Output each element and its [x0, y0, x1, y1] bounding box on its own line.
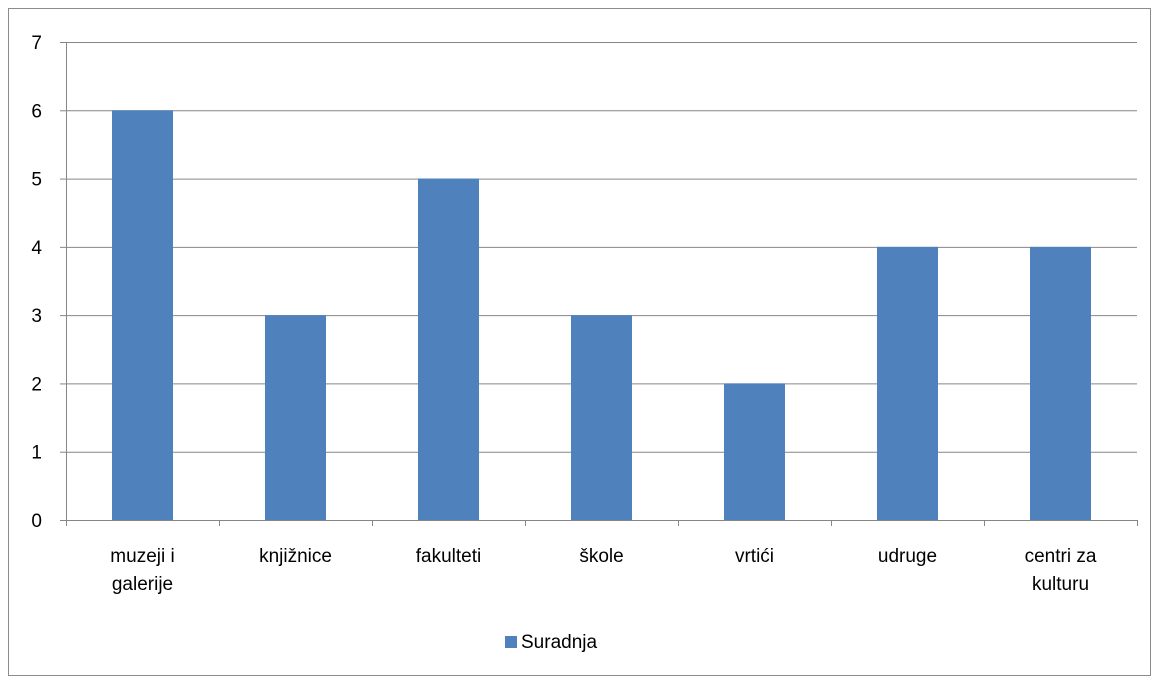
legend: Suradnja	[505, 632, 597, 653]
x-tick-label: galerije	[112, 574, 173, 595]
y-tick-labels: 0 1 2 3 4 5 6 7	[31, 33, 42, 532]
x-tick-label: škole	[579, 546, 623, 567]
x-tick-label: centri za	[1025, 546, 1097, 567]
bar	[112, 110, 173, 521]
x-tick-label: vrtići	[735, 546, 774, 567]
y-tick-label: 1	[31, 443, 42, 464]
y-tick-label: 5	[31, 170, 42, 191]
bar-series	[112, 110, 1091, 521]
legend-swatch	[505, 636, 517, 648]
legend-label: Suradnja	[521, 632, 597, 653]
y-tick-label: 0	[31, 511, 42, 532]
bar	[724, 383, 785, 520]
x-tick-label: kulturu	[1032, 574, 1089, 595]
x-tick-label: muzeji i	[110, 546, 174, 567]
x-tick-label: fakulteti	[416, 546, 481, 567]
bar	[877, 246, 938, 520]
gridlines	[66, 42, 1137, 453]
axes	[60, 42, 1138, 526]
y-tick-label: 6	[31, 101, 42, 122]
x-tick-label: udruge	[878, 546, 937, 567]
y-tick-label: 3	[31, 306, 42, 327]
bar	[571, 315, 632, 520]
y-tick-label: 4	[31, 238, 42, 259]
y-tick-label: 7	[31, 33, 42, 54]
x-tick-labels: muzeji i galerije knjižnice fakulteti škole v…	[110, 546, 1097, 595]
y-tick-label: 2	[31, 374, 42, 395]
bar	[1030, 246, 1091, 520]
bar	[418, 178, 479, 521]
x-tick-label: knjižnice	[259, 546, 332, 567]
bar	[265, 315, 326, 520]
